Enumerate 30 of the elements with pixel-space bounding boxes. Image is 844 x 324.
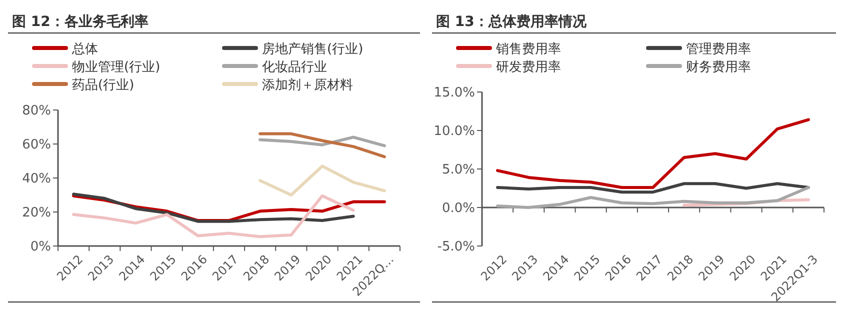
legend-label: 物业管理(行业) <box>72 60 160 75</box>
y-tick-label: 20% <box>22 206 51 221</box>
y-tick-label: 60% <box>22 138 51 153</box>
legend-label: 总体 <box>71 42 98 57</box>
y-tick-label: 0% <box>30 240 51 255</box>
line-series <box>258 132 386 158</box>
legend-label: 化妆品行业 <box>262 60 327 75</box>
y-tick-label: 15.0% <box>434 86 475 101</box>
legend-label: 药品(行业) <box>72 78 134 93</box>
y-tick-label: 10.0% <box>434 124 475 140</box>
legend-label: 添加剂＋原材料 <box>262 77 353 93</box>
y-tick-label: 80% <box>22 104 51 119</box>
legend-label: 销售费用率 <box>495 41 561 57</box>
y-tick-label: 40% <box>22 172 51 187</box>
chart-title: 图 13：总体费用率情况 <box>436 13 588 30</box>
line-series <box>496 118 810 189</box>
line-series <box>258 136 386 148</box>
line-series <box>496 186 810 209</box>
legend-label: 研发费用率 <box>496 59 561 75</box>
chart-title: 图 12：各业务毛利率 <box>12 13 148 30</box>
legend-label: 财务费用率 <box>686 59 751 75</box>
y-tick-label: -5.0% <box>437 240 475 255</box>
line-series <box>496 182 810 194</box>
line-series <box>72 192 355 223</box>
legend-label: 管理费用率 <box>686 41 751 57</box>
y-tick-label: 5.0% <box>442 162 475 178</box>
line-series <box>72 194 355 238</box>
line-series <box>258 164 386 196</box>
y-tick-label: 0.0% <box>442 201 475 216</box>
legend-label: 房地产销售(行业) <box>262 41 364 57</box>
